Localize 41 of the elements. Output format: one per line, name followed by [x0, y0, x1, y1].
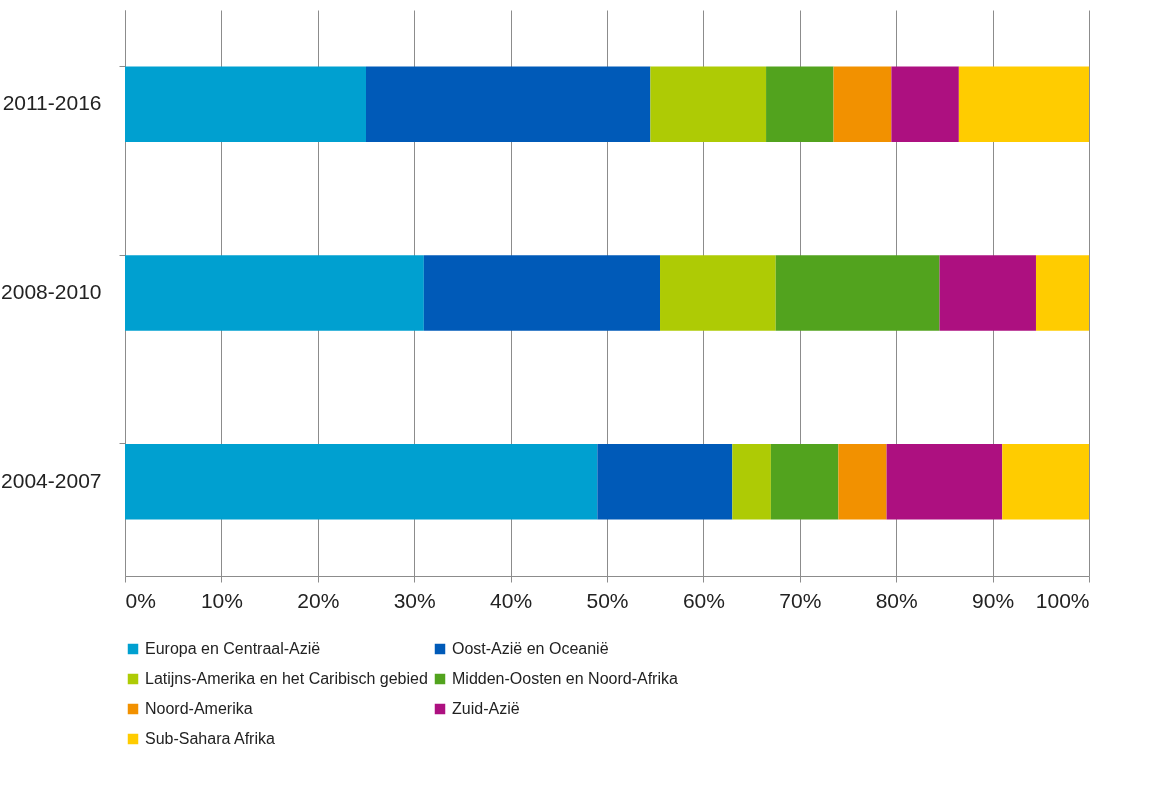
- bar: [1002, 443, 1089, 520]
- y-tick-label: 2008-2010: [1, 280, 102, 303]
- bar: [770, 443, 839, 520]
- legend-label: Noord-Amerika: [145, 700, 253, 717]
- bar: [958, 66, 1089, 143]
- x-tick-label: 20%: [297, 588, 340, 612]
- legend-label: Europa en Centraal-Azië: [145, 640, 321, 657]
- bar: [1035, 255, 1089, 331]
- x-tick-label: 50%: [586, 588, 629, 612]
- bar: [366, 66, 651, 143]
- legend-label: Latijns-Amerika en het Caribisch gebied: [145, 670, 428, 687]
- bar: [423, 255, 661, 331]
- y-tick-label: 2004-2007: [1, 468, 102, 492]
- legend-label: Zuid-Azië: [452, 700, 520, 717]
- x-tick-label: 100%: [1035, 588, 1090, 612]
- bar: [650, 66, 767, 143]
- bar: [838, 443, 887, 520]
- bar: [833, 66, 892, 143]
- bar: [125, 66, 366, 143]
- bar: [886, 443, 1003, 520]
- bar: [597, 443, 733, 520]
- bar: [775, 255, 940, 331]
- legend-label: Oost-Azië en Oceanië: [452, 640, 609, 657]
- x-tick-label: 70%: [779, 588, 822, 612]
- bar: [891, 66, 959, 143]
- bar: [125, 443, 598, 520]
- x-tick-label: 10%: [200, 588, 243, 612]
- bar: [660, 255, 776, 331]
- y-tick-label: 2011-2016: [2, 91, 102, 115]
- bar: [939, 255, 1036, 331]
- legend-label: Midden-Oosten en Noord-Afrika: [452, 670, 678, 687]
- x-tick-label: 60%: [682, 588, 725, 612]
- x-tick-label: 0%: [125, 588, 156, 612]
- legend-label: Sub-Sahara Afrika: [145, 730, 275, 747]
- x-tick-label: 90%: [972, 588, 1015, 612]
- x-tick-label: 30%: [393, 588, 436, 612]
- x-tick-label: 40%: [490, 588, 533, 612]
- bar: [125, 255, 424, 331]
- bar: [732, 443, 771, 520]
- bar: [766, 66, 834, 143]
- x-tick-label: 80%: [875, 588, 918, 612]
